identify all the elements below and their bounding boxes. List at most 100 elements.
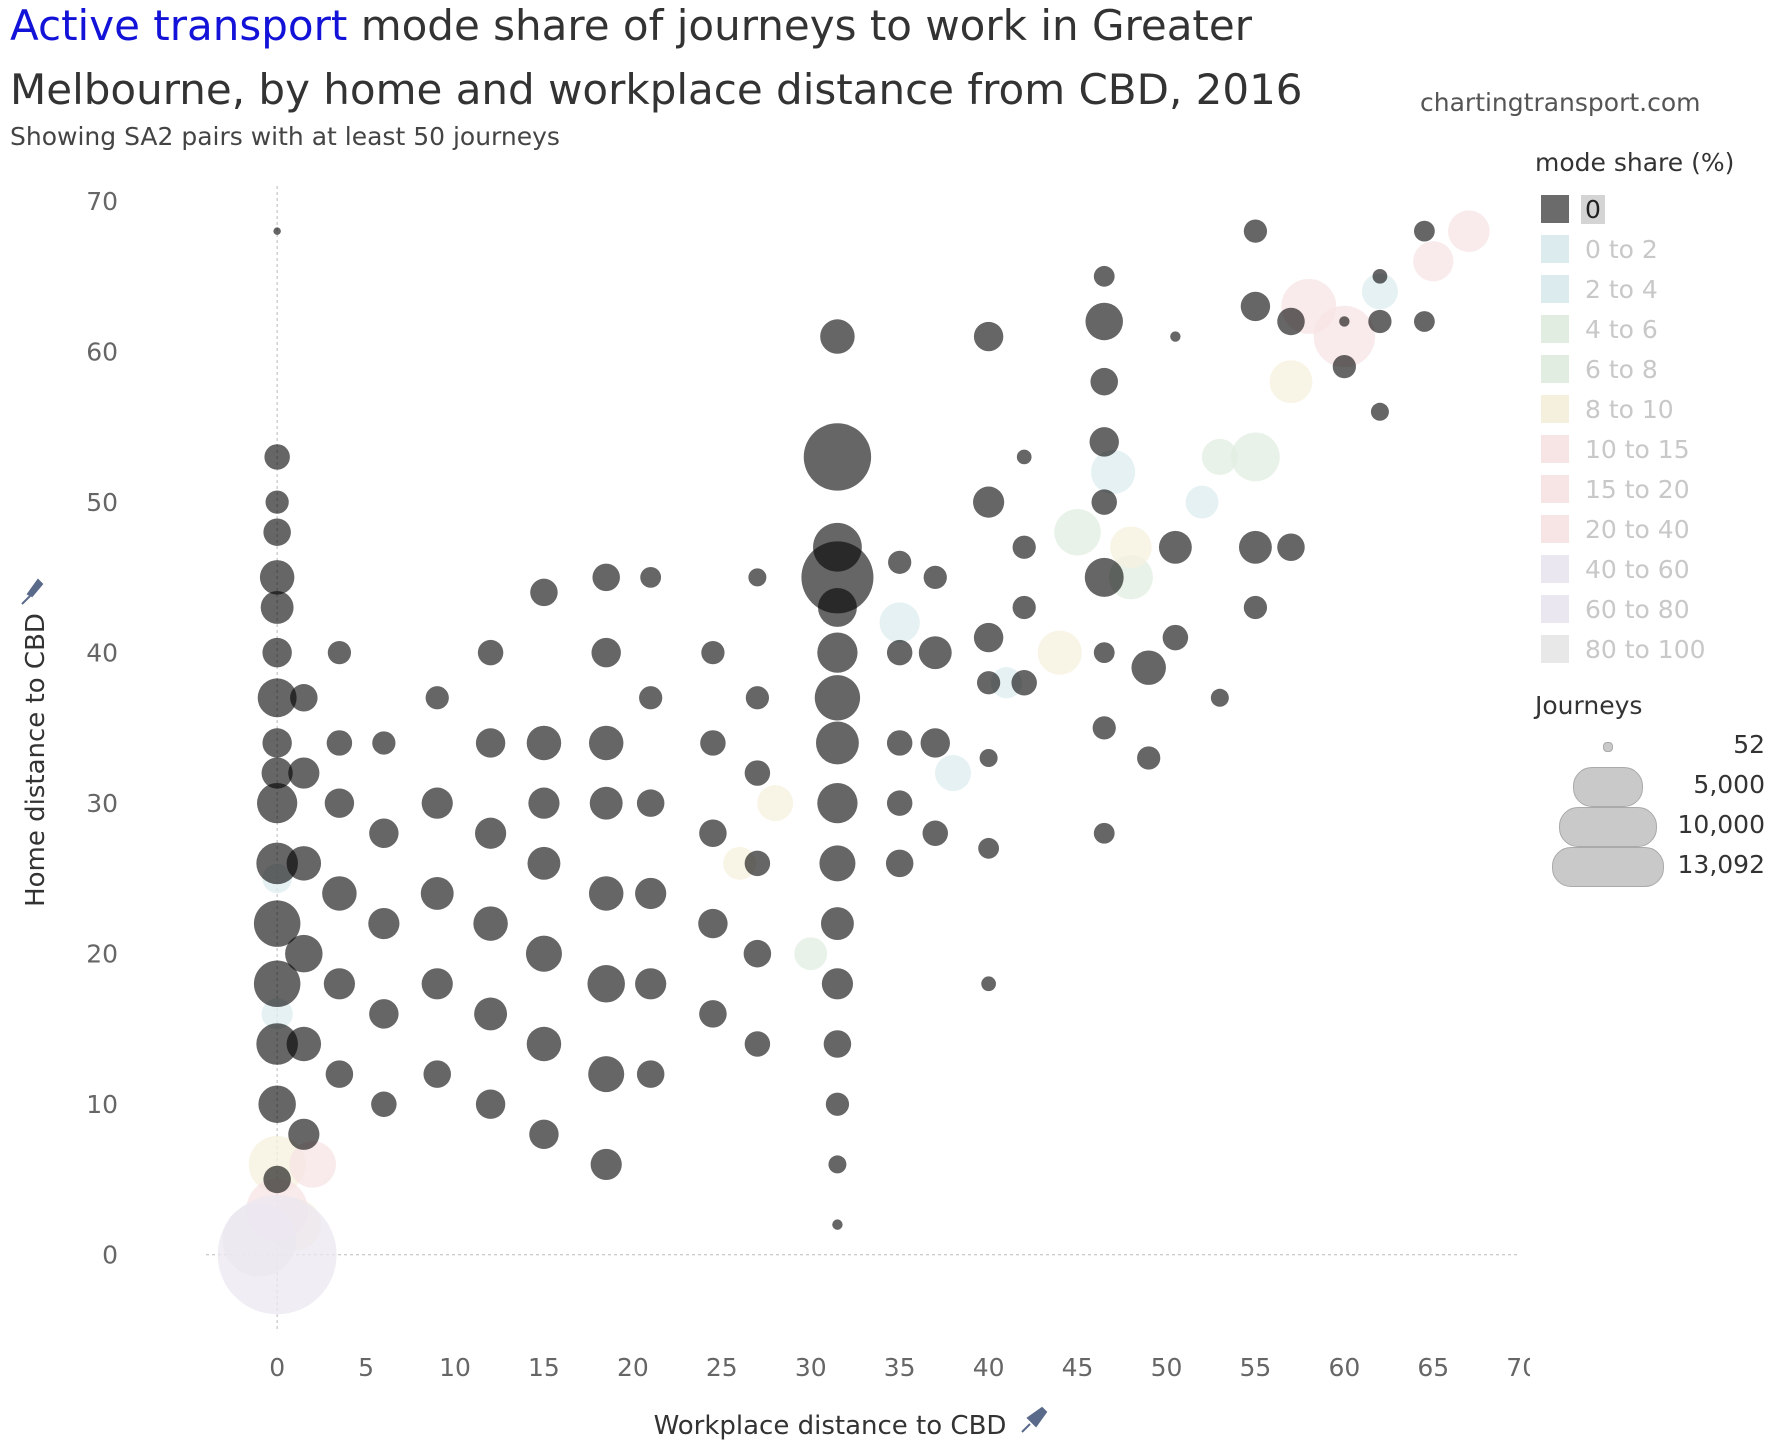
data-point[interactable]	[289, 1141, 336, 1188]
x-axis-pin-icon[interactable]	[1021, 1406, 1048, 1433]
data-point[interactable]	[1269, 360, 1313, 404]
data-point[interactable]	[700, 730, 726, 756]
data-point[interactable]	[368, 907, 400, 940]
data-point[interactable]	[1093, 642, 1115, 664]
data-point[interactable]	[1131, 650, 1166, 685]
data-point[interactable]	[1093, 265, 1115, 287]
legend-item[interactable]: 10 to 15	[1535, 429, 1775, 469]
data-point[interactable]	[1170, 331, 1181, 342]
data-point[interactable]	[886, 730, 913, 756]
size-legend-item[interactable]: 10,000	[1535, 806, 1775, 847]
data-point[interactable]	[748, 568, 767, 587]
data-point[interactable]	[372, 731, 396, 755]
data-point[interactable]	[1243, 595, 1268, 620]
data-point[interactable]	[820, 907, 854, 941]
data-point[interactable]	[1012, 535, 1036, 559]
data-point[interactable]	[1137, 746, 1161, 770]
data-point[interactable]	[1093, 822, 1115, 844]
data-point[interactable]	[701, 641, 725, 665]
data-point[interactable]	[1158, 530, 1192, 564]
data-point[interactable]	[976, 671, 1001, 695]
data-point[interactable]	[699, 819, 727, 848]
data-point[interactable]	[923, 565, 947, 589]
data-point[interactable]	[477, 639, 504, 666]
data-point[interactable]	[592, 563, 620, 592]
data-point[interactable]	[886, 639, 913, 666]
data-point[interactable]	[815, 721, 859, 765]
data-point[interactable]	[526, 1026, 562, 1062]
data-point[interactable]	[1016, 449, 1032, 465]
data-point[interactable]	[369, 999, 399, 1029]
data-point[interactable]	[371, 1091, 397, 1117]
legend-item[interactable]: 20 to 40	[1535, 509, 1775, 549]
data-point[interactable]	[743, 939, 772, 968]
data-point[interactable]	[1277, 307, 1305, 336]
data-point[interactable]	[1185, 485, 1219, 519]
data-point[interactable]	[258, 1085, 296, 1123]
data-point[interactable]	[1277, 533, 1305, 562]
data-point[interactable]	[323, 968, 355, 1000]
data-point[interactable]	[475, 728, 506, 758]
data-point[interactable]	[744, 1031, 771, 1057]
data-point[interactable]	[825, 1092, 850, 1116]
data-point[interactable]	[981, 976, 996, 992]
data-point[interactable]	[1238, 530, 1272, 564]
data-point[interactable]	[529, 1119, 559, 1150]
data-point[interactable]	[222, 1202, 297, 1277]
data-point[interactable]	[1110, 526, 1152, 569]
data-point[interactable]	[1332, 355, 1356, 379]
data-point[interactable]	[823, 1030, 852, 1058]
data-point[interactable]	[757, 785, 794, 822]
data-point[interactable]	[886, 790, 913, 816]
data-point[interactable]	[1339, 316, 1350, 327]
data-point[interactable]	[1054, 508, 1101, 556]
data-point[interactable]	[588, 876, 624, 911]
data-point[interactable]	[590, 1148, 622, 1181]
data-point[interactable]	[1368, 309, 1392, 334]
data-point[interactable]	[814, 675, 861, 721]
data-point[interactable]	[813, 522, 862, 572]
data-point[interactable]	[1313, 305, 1376, 368]
data-point[interactable]	[879, 602, 920, 643]
data-point[interactable]	[420, 877, 454, 910]
legend-item[interactable]: 60 to 80	[1535, 589, 1775, 629]
data-point[interactable]	[1413, 311, 1435, 332]
data-point[interactable]	[257, 783, 298, 824]
data-point[interactable]	[1231, 432, 1280, 482]
data-point[interactable]	[326, 730, 353, 756]
data-point[interactable]	[920, 728, 950, 758]
data-point[interactable]	[794, 937, 828, 971]
data-point[interactable]	[473, 906, 508, 941]
data-point[interactable]	[262, 637, 292, 668]
data-point[interactable]	[1372, 268, 1388, 284]
data-point[interactable]	[587, 965, 625, 1003]
legend-item[interactable]: 8 to 10	[1535, 389, 1775, 429]
data-point[interactable]	[1084, 557, 1124, 597]
data-point[interactable]	[474, 817, 507, 849]
data-point[interactable]	[1162, 624, 1189, 651]
legend-item[interactable]: 0	[1535, 189, 1775, 229]
data-point[interactable]	[285, 934, 323, 973]
size-legend-item[interactable]: 5,000	[1535, 766, 1775, 807]
data-point[interactable]	[1091, 489, 1117, 515]
data-point[interactable]	[744, 850, 771, 877]
data-point[interactable]	[1243, 219, 1268, 243]
data-point[interactable]	[635, 877, 667, 910]
data-point[interactable]	[261, 757, 293, 789]
data-point[interactable]	[248, 1135, 306, 1193]
size-legend-item[interactable]: 13,092	[1535, 846, 1775, 887]
data-point[interactable]	[1037, 630, 1082, 675]
data-point[interactable]	[1210, 688, 1229, 707]
data-point[interactable]	[922, 820, 948, 847]
data-point[interactable]	[528, 787, 560, 819]
data-point[interactable]	[819, 845, 856, 882]
data-point[interactable]	[253, 900, 301, 947]
data-point[interactable]	[263, 518, 291, 546]
data-point[interactable]	[286, 1026, 322, 1062]
y-axis-pin-icon[interactable]	[21, 578, 44, 605]
data-point[interactable]	[322, 876, 357, 911]
data-point[interactable]	[591, 637, 621, 668]
data-point[interactable]	[369, 818, 399, 848]
data-point[interactable]	[327, 641, 352, 665]
data-point[interactable]	[525, 935, 562, 972]
